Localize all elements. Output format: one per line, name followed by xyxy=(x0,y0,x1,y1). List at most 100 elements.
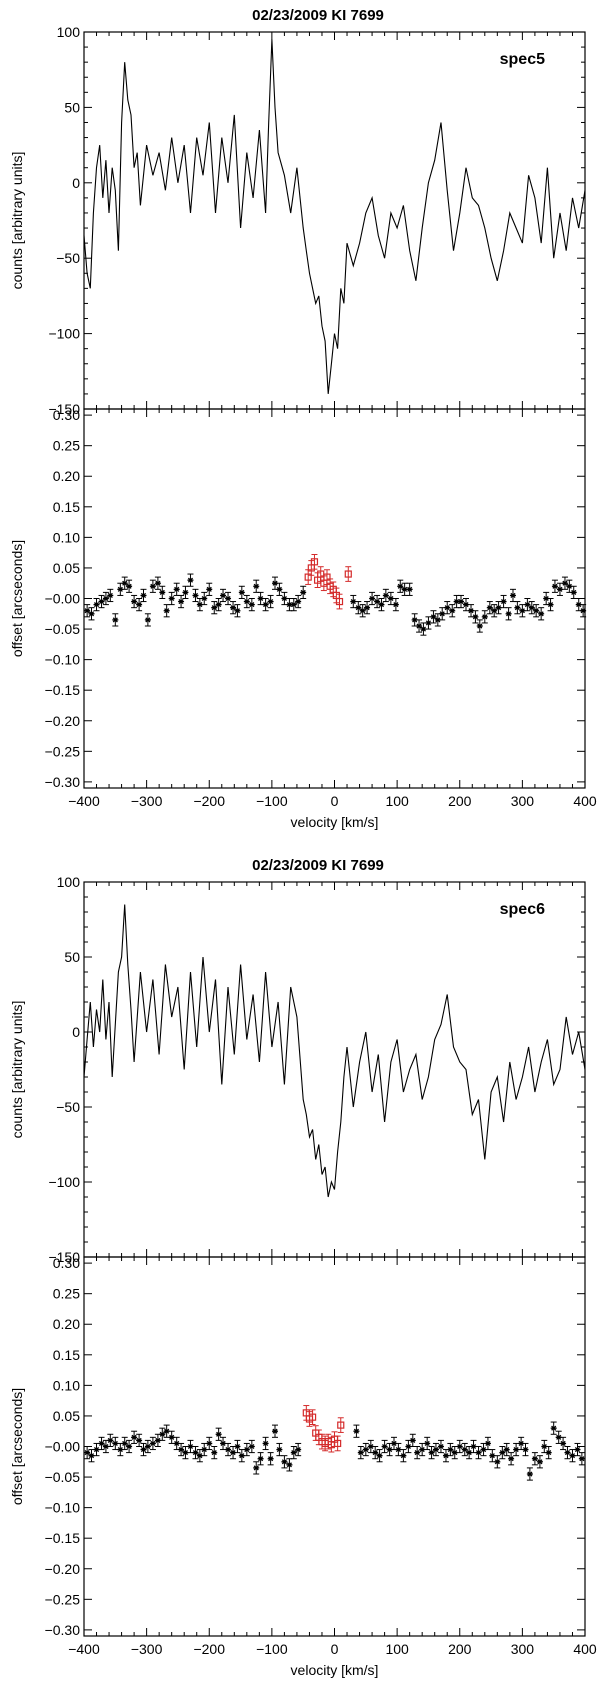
y-tick-label: −0.10 xyxy=(45,652,81,668)
y-tick-label: 0.20 xyxy=(53,468,80,484)
y-tick-label: −0.05 xyxy=(45,621,81,637)
data-point-star xyxy=(382,1443,388,1450)
data-point-square xyxy=(308,1413,317,1421)
x-tick-label: 300 xyxy=(511,1641,535,1657)
data-point-star xyxy=(557,586,563,592)
data-point-star xyxy=(491,608,497,614)
data-point-star xyxy=(377,1453,383,1459)
data-point-star xyxy=(131,1434,137,1440)
data-point-square xyxy=(344,570,352,578)
data-point-star xyxy=(574,1446,581,1453)
x-tick-label: 100 xyxy=(385,1641,409,1657)
data-point-star xyxy=(244,1446,250,1453)
figure-2: 02/23/2009 KI 7699 −150 −100 −50 0 50 100 coun… xyxy=(9,857,597,1678)
data-point-star xyxy=(416,623,422,629)
y-tick-label: −0.15 xyxy=(45,682,81,698)
data-point-star xyxy=(98,1440,105,1447)
y-tick-label: −0.20 xyxy=(45,1561,81,1577)
spectrum-label: spec5 xyxy=(500,51,545,68)
data-point-star xyxy=(532,1456,538,1462)
spectrum-line xyxy=(83,904,586,1198)
data-point-square xyxy=(334,1439,342,1448)
data-point-star xyxy=(174,1440,180,1447)
data-point-star xyxy=(220,592,226,599)
data-point-star xyxy=(300,589,306,595)
data-point-star xyxy=(452,1450,458,1456)
data-point-star xyxy=(454,598,460,605)
data-point-star xyxy=(433,1446,439,1453)
data-point-star xyxy=(197,602,203,608)
y-tick-label: −0.30 xyxy=(45,1622,81,1638)
data-point-star xyxy=(150,1440,156,1447)
x-tick-label: −200 xyxy=(193,1641,225,1657)
data-point-star xyxy=(541,1443,547,1450)
data-point-star xyxy=(562,580,568,586)
data-point-star xyxy=(174,586,180,592)
data-point-star xyxy=(472,614,478,620)
data-point-star xyxy=(187,1443,194,1450)
data-point-star xyxy=(560,1440,566,1447)
data-point-star xyxy=(253,1465,259,1471)
y-tick-label: 0.30 xyxy=(53,407,80,423)
data-point-star xyxy=(480,1446,487,1453)
data-point-star xyxy=(234,1443,240,1450)
y-tick-label: −0.25 xyxy=(45,743,81,759)
data-point-star xyxy=(430,614,437,620)
offset-panel-2: −0.30 −0.25 −0.20 −0.15 −0.10 −0.05 −0.00 0.05 0… xyxy=(9,1255,597,1678)
data-point-star xyxy=(117,1446,123,1453)
data-point-star xyxy=(510,592,516,599)
data-point-star xyxy=(425,620,431,626)
data-point-star xyxy=(402,586,408,592)
data-point-star xyxy=(268,598,274,605)
data-point-star xyxy=(84,608,90,614)
data-point-star xyxy=(353,1428,359,1434)
data-point-star xyxy=(374,598,380,605)
data-point-star xyxy=(225,1446,231,1453)
data-point-star xyxy=(249,1443,255,1450)
data-point-star xyxy=(391,1440,397,1447)
x-tick-label: 200 xyxy=(448,793,472,809)
data-point-star xyxy=(494,1459,500,1465)
data-point-star xyxy=(159,1431,165,1437)
y-tick-label: 0.25 xyxy=(53,438,80,454)
data-point-star xyxy=(201,1446,207,1453)
data-point-star xyxy=(462,1446,468,1453)
data-point-star xyxy=(477,623,483,629)
x-axis-label: velocity [km/s] xyxy=(291,1662,379,1678)
data-point-star xyxy=(487,605,493,611)
data-point-star xyxy=(126,1443,132,1450)
figure-1-title: 02/23/2009 KI 7699 xyxy=(252,7,384,24)
data-point-star xyxy=(514,605,520,611)
y-tick-label: −0.10 xyxy=(45,1500,81,1516)
data-point-square xyxy=(310,558,319,566)
data-point-star xyxy=(216,602,222,608)
data-point-star xyxy=(410,1437,416,1443)
data-point-star xyxy=(364,605,370,611)
data-point-star xyxy=(84,1450,90,1456)
data-point-star xyxy=(295,1446,301,1453)
data-point-star xyxy=(107,1437,113,1443)
data-point-star xyxy=(192,592,199,599)
data-point-star xyxy=(258,595,264,602)
data-point-star xyxy=(468,608,474,614)
x-tick-label: −300 xyxy=(131,1641,163,1657)
x-tick-label: −200 xyxy=(193,793,225,809)
data-point-star xyxy=(463,602,469,608)
data-point-star xyxy=(155,580,161,586)
data-point-star xyxy=(178,1446,184,1453)
data-point-star xyxy=(489,1453,495,1459)
data-point-star xyxy=(112,617,118,623)
data-point-star xyxy=(239,589,245,595)
data-point-star xyxy=(131,598,137,605)
data-point-star xyxy=(206,586,212,592)
spectrum-line xyxy=(83,39,586,394)
data-point-star xyxy=(424,1440,430,1447)
y-tick-label: 0 xyxy=(72,175,80,191)
data-point-star xyxy=(547,602,554,608)
data-point-star xyxy=(387,1446,393,1453)
data-point-star xyxy=(508,1456,514,1462)
data-point-star xyxy=(169,595,175,602)
y-tick-label: 0.30 xyxy=(53,1255,80,1271)
data-point-star xyxy=(249,602,255,608)
